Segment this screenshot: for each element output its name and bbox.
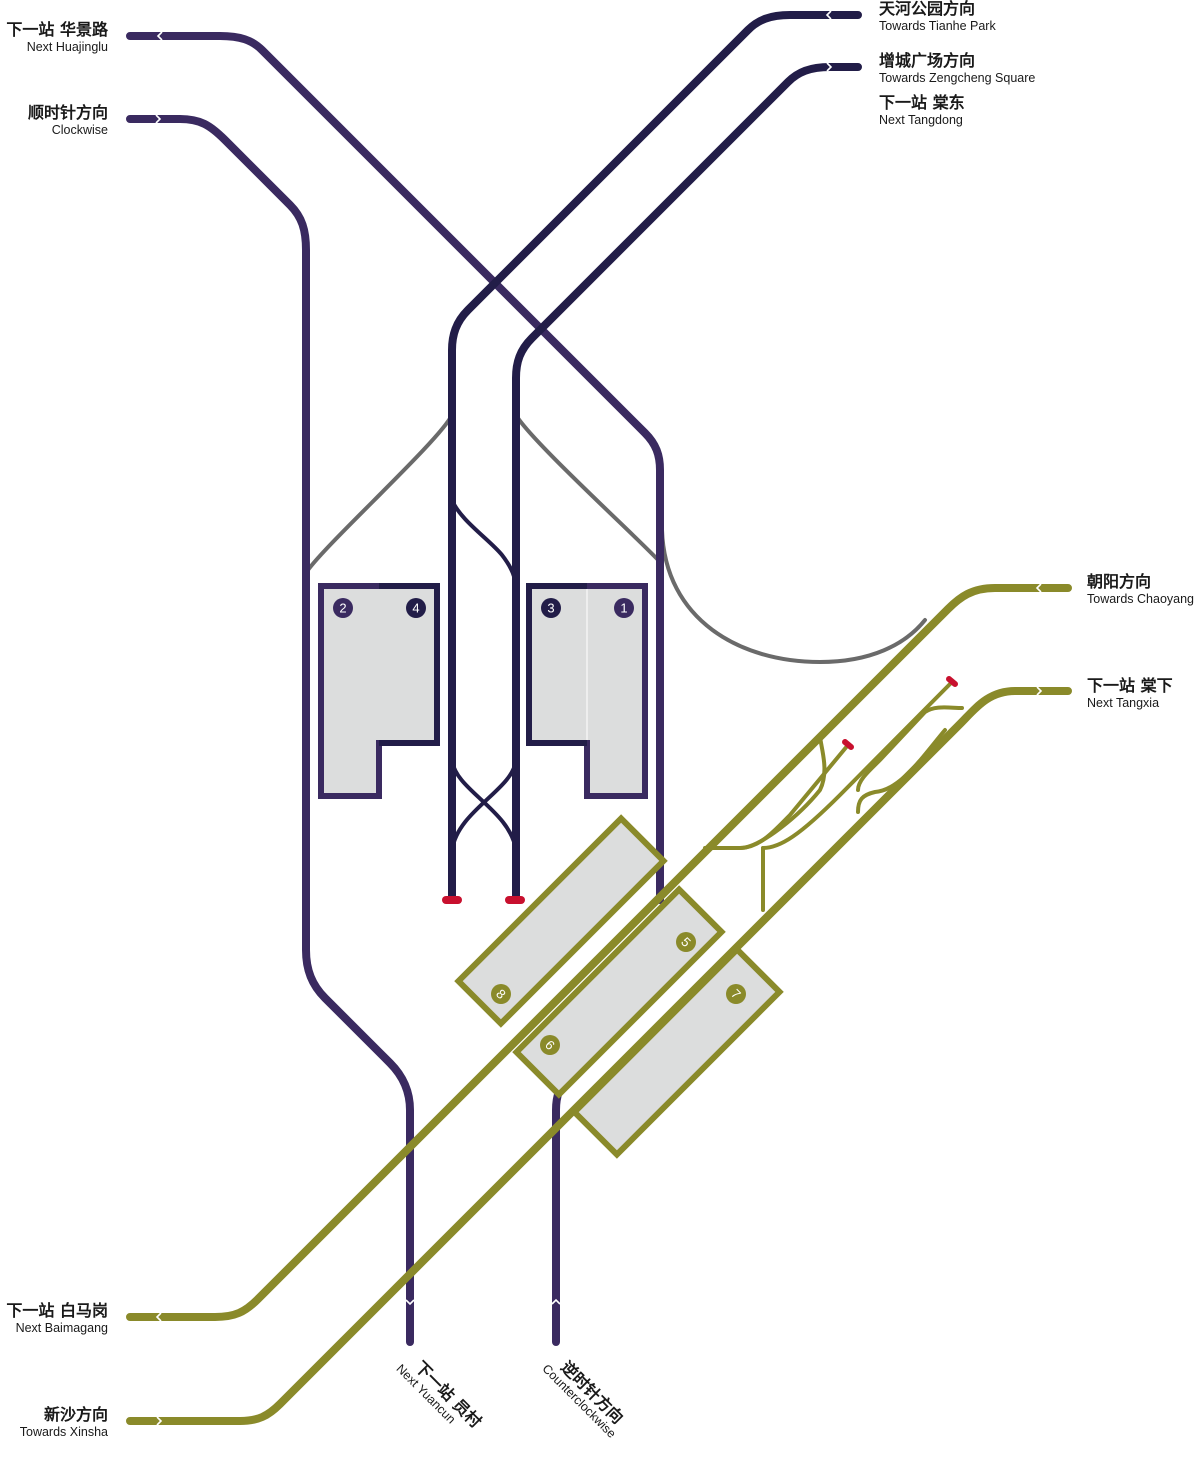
platforms-lower <box>454 814 784 1159</box>
platform-island-right-edge <box>526 583 587 746</box>
gray-link-loop <box>660 528 927 664</box>
platform-badge-3: 3 <box>541 598 561 618</box>
chevron-down-icon <box>405 1299 415 1306</box>
gray-link-left <box>306 413 454 572</box>
platform-5-6 <box>512 885 726 1099</box>
label-en: Next Baimagang <box>16 1321 108 1335</box>
platform-badge-5: 5 <box>676 932 696 952</box>
baimagang-chaoyang-track <box>126 584 1072 1321</box>
platform-number: 1 <box>620 601 627 616</box>
platform-badges-lower: 5 6 7 8 <box>491 932 746 1055</box>
platform-number: 3 <box>547 601 554 616</box>
platform-8 <box>454 814 668 1028</box>
huajinglu-track <box>126 32 664 904</box>
navy-line-tracks <box>448 11 862 904</box>
zengcheng-track <box>512 63 862 904</box>
direction-chevrons <box>155 10 1043 1426</box>
crossover-upper <box>450 498 518 592</box>
olive-line-tracks <box>126 584 1072 1425</box>
platform-badge-2: 2 <box>333 598 353 618</box>
tianhe-track <box>448 11 862 904</box>
platforms-upper <box>318 583 648 799</box>
xinsha-tangxia-track <box>126 687 1072 1425</box>
label-zh: 顺时针方向 <box>28 103 108 122</box>
gray-link-right <box>514 413 662 564</box>
label-zh: 新沙方向 <box>44 1405 108 1424</box>
siding-f <box>856 728 947 814</box>
olive-buffers <box>842 676 958 750</box>
gray-connection-tracks <box>306 413 927 664</box>
platform-badge-7: 7 <box>726 984 746 1004</box>
label-zh: 下一站 白马岗 <box>6 1301 108 1320</box>
label-tangxia: 下一站 棠下 Next Tangxia <box>1087 676 1173 710</box>
label-counterclockwise: 逆时针方向 Counterclockwise <box>539 1357 627 1440</box>
platform-badge-4: 4 <box>406 598 426 618</box>
chevron-left-icon <box>1035 583 1042 593</box>
chevron-right-icon <box>155 114 162 124</box>
siding-e <box>856 705 964 792</box>
platform-number: 4 <box>412 601 419 616</box>
label-en: Next Tangdong <box>879 113 963 127</box>
label-zh: 天河公园方向 <box>879 0 975 18</box>
chevron-right-icon <box>1036 686 1043 696</box>
label-en: Clockwise <box>52 123 108 137</box>
label-clockwise: 顺时针方向 Clockwise <box>28 103 108 137</box>
platform-badge-8: 8 <box>491 984 511 1004</box>
label-en: Towards Xinsha <box>20 1425 108 1439</box>
label-tangdong: 下一站 棠东 Next Tangdong <box>879 93 965 127</box>
chevron-left-icon <box>825 10 832 20</box>
label-zh: 下一站 棠东 <box>879 93 965 112</box>
clockwise-track <box>126 115 414 1346</box>
label-tianhe-park: 天河公园方向 Towards Tianhe Park <box>879 0 996 33</box>
platform-number: 2 <box>339 601 346 616</box>
crossover-lower-b <box>450 758 518 852</box>
navy-crossovers <box>450 498 518 852</box>
buffer-stop-siding-1 <box>842 739 854 750</box>
label-en: Towards Tianhe Park <box>879 19 996 33</box>
olive-sidings <box>703 680 964 912</box>
label-chaoyang: 朝阳方向 Towards Chaoyang <box>1087 572 1194 606</box>
siding-d <box>761 680 954 850</box>
label-xinsha: 新沙方向 Towards Xinsha <box>20 1405 108 1439</box>
label-en: Towards Zengcheng Square <box>879 71 1035 85</box>
platform-badges-upper: 2 4 3 1 <box>333 598 634 618</box>
siding-b <box>738 733 827 850</box>
chevron-right-icon <box>156 1416 163 1426</box>
platform-badge-6: 6 <box>540 1035 560 1055</box>
chevron-left-icon <box>156 31 163 41</box>
label-zengcheng-square: 增城广场方向 Towards Zengcheng Square <box>879 51 1035 85</box>
label-baimagang: 下一站 白马岗 Next Baimagang <box>6 1301 108 1335</box>
platform-island-left-edge <box>379 583 440 746</box>
label-huajinglu: 下一站 华景路 Next Huajinglu <box>6 20 109 54</box>
label-zh: 下一站 华景路 <box>6 20 109 39</box>
label-en: Next Tangxia <box>1087 696 1159 710</box>
label-zh: 下一站 棠下 <box>1087 676 1173 695</box>
chevron-right-icon <box>826 62 833 72</box>
platform-badge-1: 1 <box>614 598 634 618</box>
platform-island-left <box>318 583 440 799</box>
label-zh: 朝阳方向 <box>1087 572 1151 591</box>
label-en: Next Huajinglu <box>27 40 108 54</box>
chevron-up-icon <box>551 1298 561 1305</box>
platform-7 <box>570 945 784 1159</box>
chevron-left-icon <box>155 1312 162 1322</box>
buffer-stop-siding-2 <box>946 676 958 687</box>
label-yuancun: 下一站 员村 Next Yuancun <box>393 1357 485 1431</box>
label-en: Towards Chaoyang <box>1087 592 1194 606</box>
label-zh: 增城广场方向 <box>879 51 975 70</box>
